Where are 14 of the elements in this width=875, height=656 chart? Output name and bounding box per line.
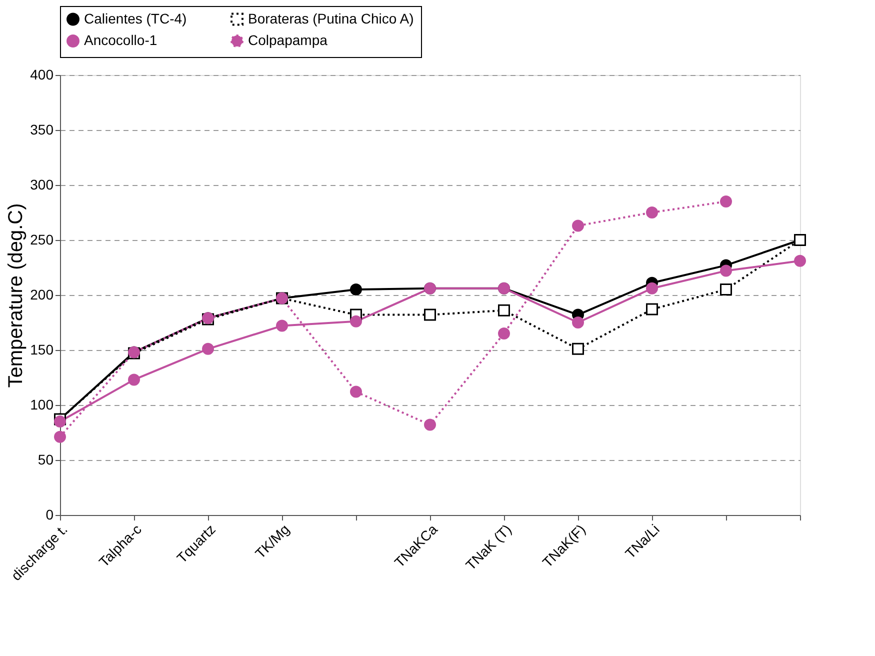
y-tick-label: 200: [30, 286, 54, 302]
legend-label: Colpapampa: [248, 32, 328, 48]
legend-label: Ancocollo-1: [84, 32, 158, 48]
y-tick-label: 150: [30, 342, 54, 358]
legend-label: Calientes (TC-4): [84, 10, 187, 26]
legend-label: Borateras (Putina Chico A): [248, 10, 414, 26]
y-tick-label: 50: [38, 452, 54, 468]
y-tick-label: 0: [46, 506, 54, 522]
y-tick-label: 300: [30, 176, 54, 192]
y-axis-title: Temperature (deg.C): [5, 203, 28, 388]
y-tick-label: 250: [30, 232, 54, 248]
y-tick-label: 350: [30, 122, 54, 138]
y-tick-label: 100: [30, 396, 54, 412]
y-tick-label: 400: [30, 66, 54, 82]
